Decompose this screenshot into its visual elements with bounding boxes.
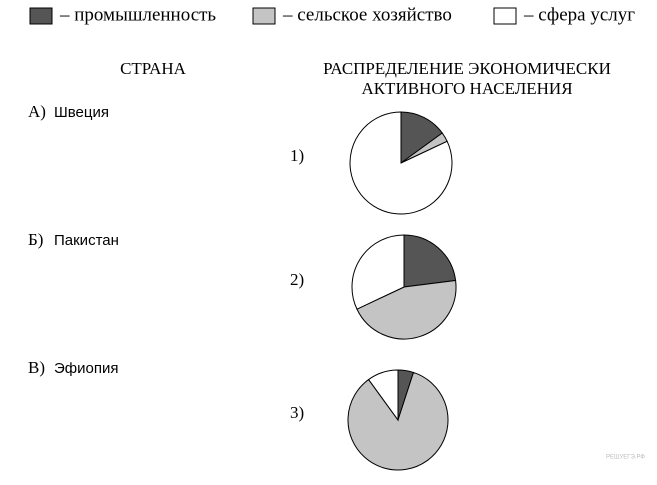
watermark: РЕШУЕГЭ.РФ <box>606 455 645 461</box>
legend-swatch <box>29 7 53 25</box>
chart-label: 2) <box>290 270 304 289</box>
legend-swatch <box>252 7 276 25</box>
legend-swatch <box>493 7 517 25</box>
pie-slice <box>351 234 405 310</box>
country-letter: Б) <box>28 230 43 249</box>
pie-slice <box>347 371 449 471</box>
legend-label: – сельское хозяйство <box>282 4 452 25</box>
pie-slice <box>356 279 457 340</box>
country-letter: А) <box>28 102 46 121</box>
legend-label: – сфера услуг <box>523 4 635 25</box>
pie-slice <box>367 369 399 422</box>
pie-slice <box>403 234 457 288</box>
legend-label: – промышленность <box>59 4 216 25</box>
pie-slice <box>400 111 443 164</box>
chart-label: 3) <box>290 403 304 422</box>
country-name: Эфиопия <box>54 360 118 377</box>
country-name: Швеция <box>54 104 109 121</box>
distribution-header: АКТИВНОГО НАСЕЛЕНИЯ <box>361 79 572 98</box>
pie-slice <box>349 111 453 215</box>
country-letter: В) <box>28 358 45 377</box>
distribution-header: РАСПРЕДЕЛЕНИЕ ЭКОНОМИЧЕСКИ <box>323 59 611 78</box>
chart-label: 1) <box>290 146 304 165</box>
country-header: СТРАНА <box>120 59 187 78</box>
country-name: Пакистан <box>54 232 119 249</box>
